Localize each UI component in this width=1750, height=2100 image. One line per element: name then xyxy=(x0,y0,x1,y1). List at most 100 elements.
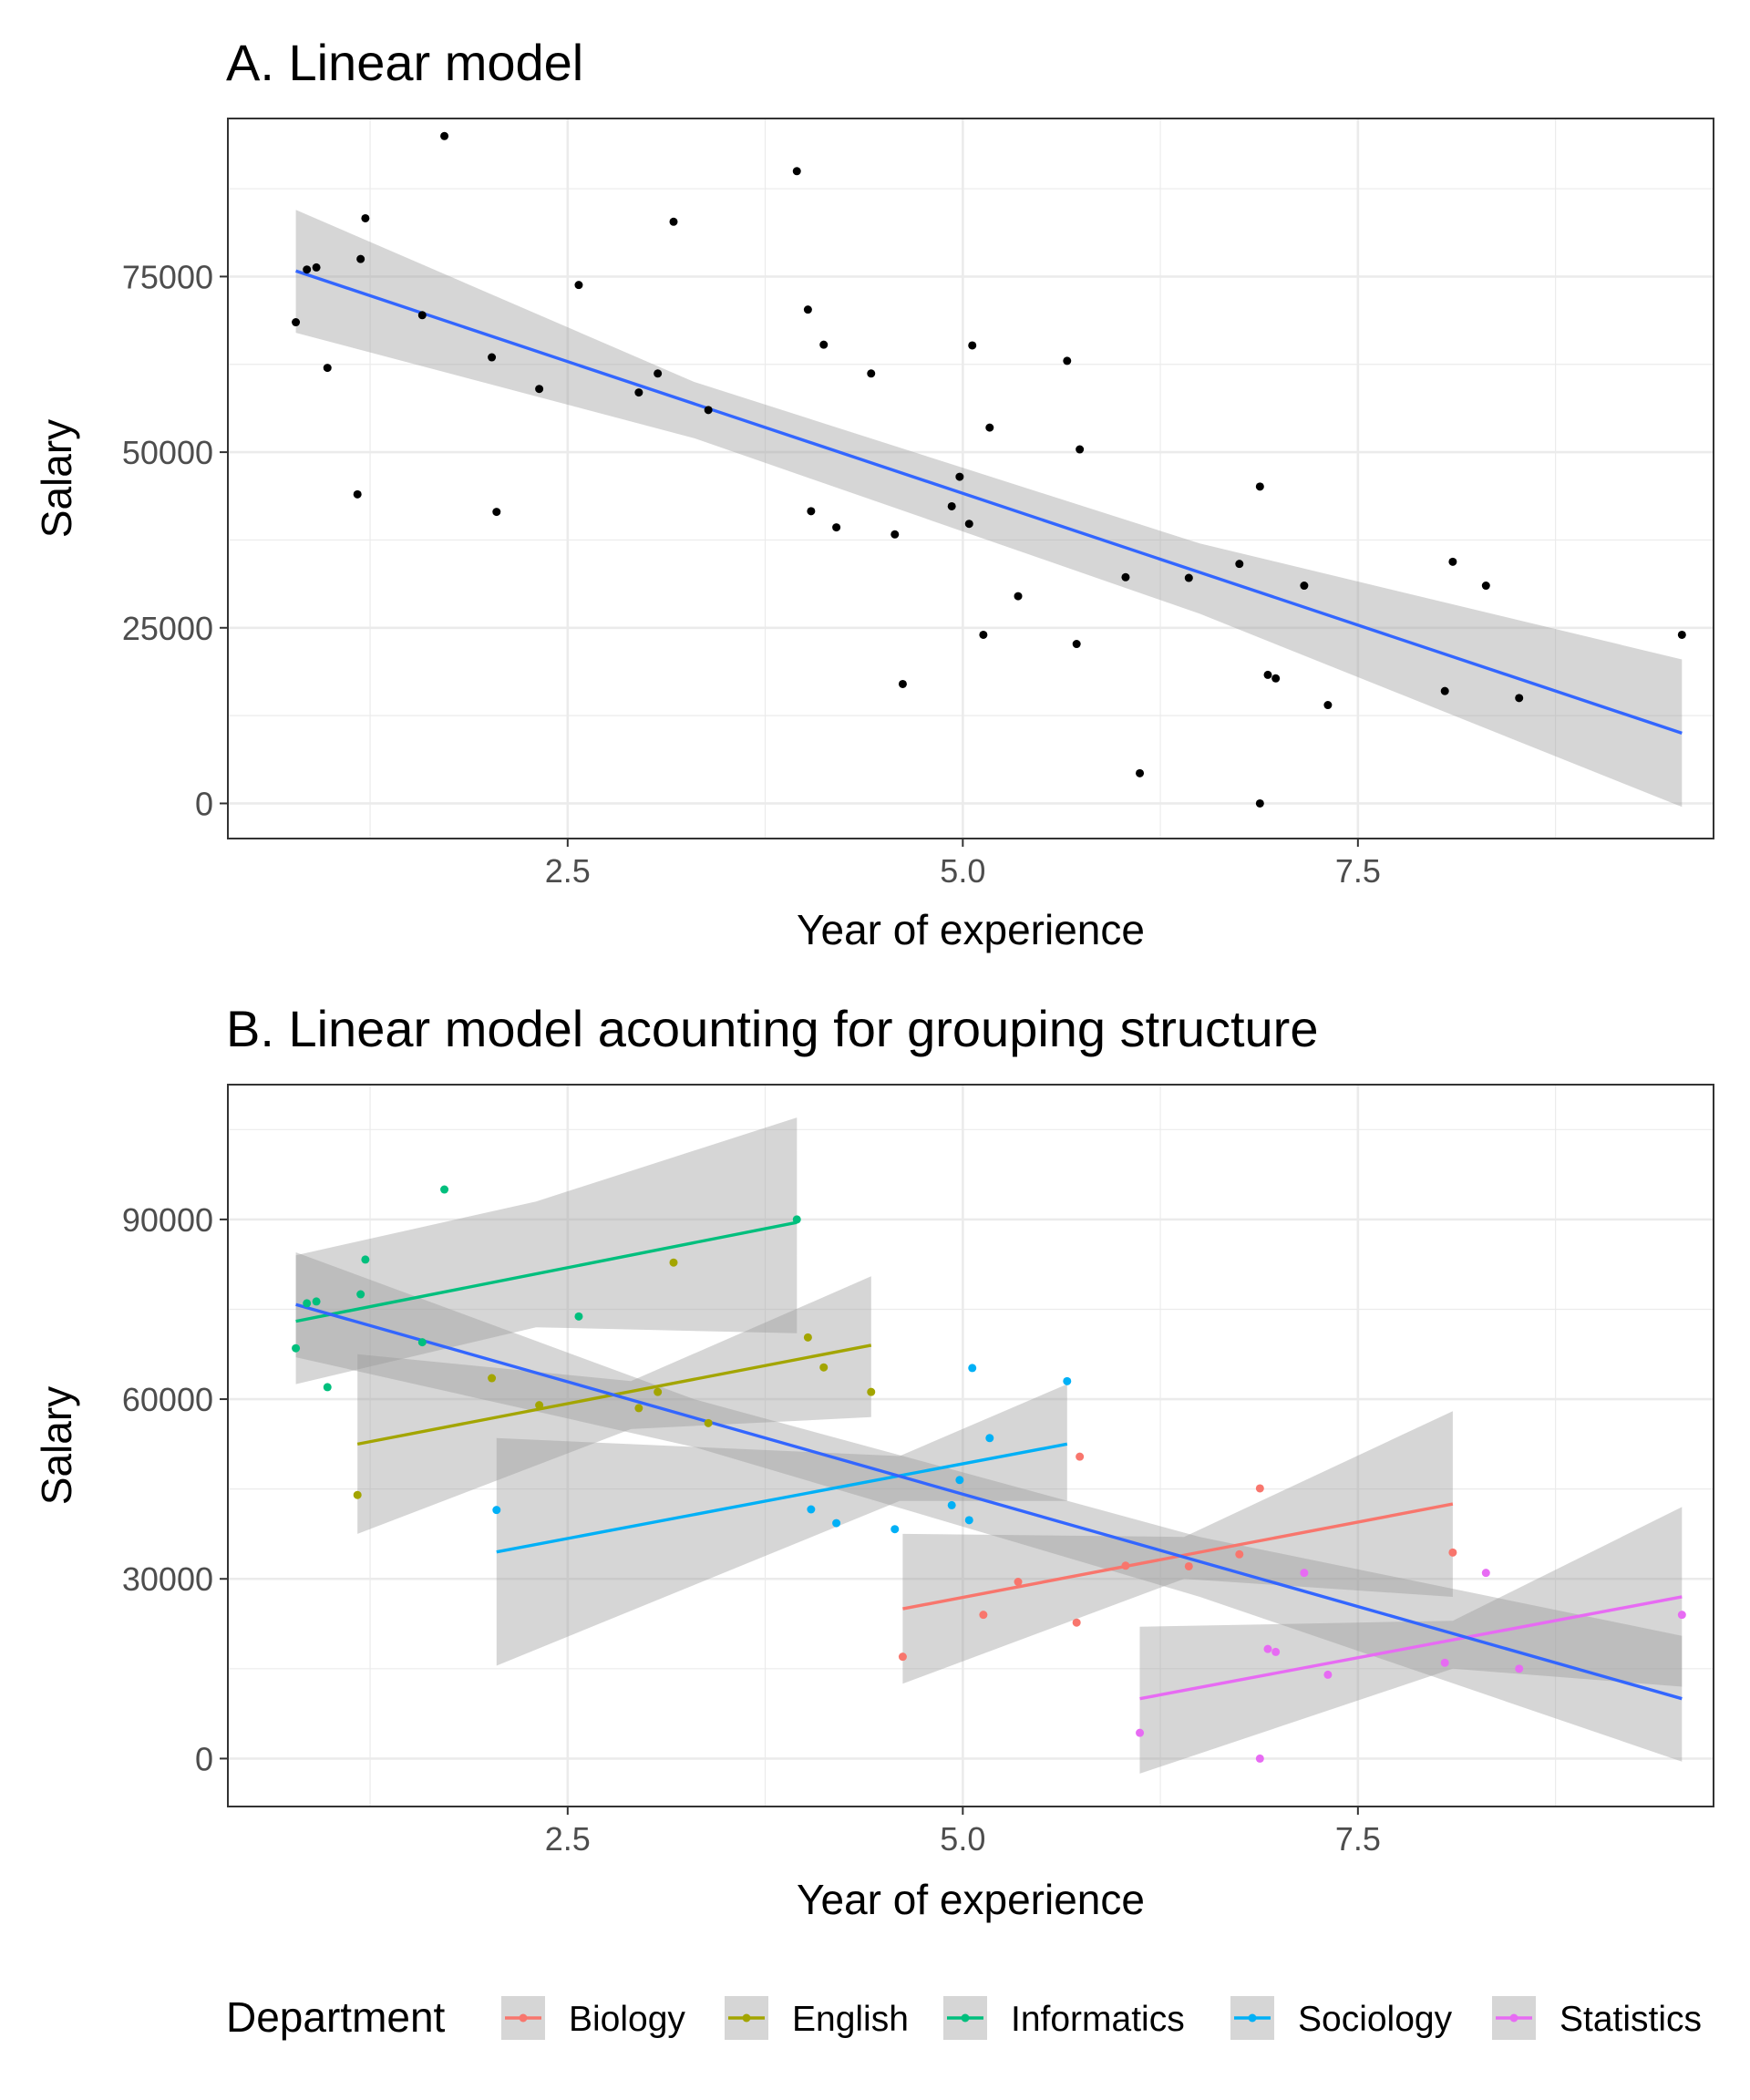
data-point xyxy=(535,1401,544,1410)
data-point xyxy=(968,1364,977,1373)
data-point xyxy=(1263,1644,1272,1653)
data-point xyxy=(356,254,365,263)
panel-b-x-axis-title: Year of experience xyxy=(797,1876,1145,1923)
panel-a-x-axis: 2.5 5.0 7.5 xyxy=(545,839,1381,890)
data-point xyxy=(535,385,544,394)
data-point xyxy=(303,1299,312,1308)
data-point xyxy=(1014,1578,1023,1587)
data-point xyxy=(440,131,449,140)
data-point xyxy=(792,167,801,176)
data-point xyxy=(985,423,994,432)
legend-label-sociology: Sociology xyxy=(1298,2000,1453,2039)
fit-line-overall xyxy=(295,269,1683,736)
panel-b-ribbons xyxy=(295,1117,1683,1774)
data-point xyxy=(898,679,907,688)
legend-key-point xyxy=(519,2013,528,2023)
data-point xyxy=(704,406,713,415)
data-point xyxy=(492,1506,501,1515)
data-point xyxy=(955,1476,964,1485)
data-point xyxy=(1255,1754,1264,1763)
data-point xyxy=(1481,1569,1490,1578)
data-point xyxy=(323,1383,332,1392)
panel-a-border xyxy=(227,118,1714,839)
y-tick-label: 50000 xyxy=(122,434,213,471)
data-point xyxy=(1076,445,1085,454)
confidence-ribbon-english xyxy=(357,1276,871,1534)
panel-b-grid xyxy=(228,1085,1714,1807)
data-point xyxy=(417,1338,427,1347)
data-point xyxy=(1235,1549,1244,1559)
data-point xyxy=(1448,557,1457,566)
data-point xyxy=(947,501,956,510)
data-point xyxy=(1121,572,1130,582)
data-point xyxy=(803,1333,812,1342)
data-point xyxy=(361,1255,370,1264)
x-tick-label: 2.5 xyxy=(545,852,591,890)
y-tick-label: 75000 xyxy=(122,258,213,295)
legend-item-sociology: Sociology xyxy=(1230,1996,1453,2040)
data-point xyxy=(1440,686,1449,695)
data-point xyxy=(488,1374,497,1383)
data-point xyxy=(1121,1561,1130,1570)
data-point xyxy=(1235,560,1244,569)
x-tick-label: 7.5 xyxy=(1335,1820,1381,1858)
panel-a: A. Linear model 2.5 5.0 7.5 0 25000 50000 750… xyxy=(33,34,1714,953)
data-point xyxy=(1184,1561,1193,1570)
x-tick-label: 2.5 xyxy=(545,1820,591,1858)
data-point xyxy=(955,472,964,481)
data-point xyxy=(1323,1670,1333,1679)
confidence-ribbon-overall xyxy=(295,210,1683,808)
panel-a-x-axis-title: Year of experience xyxy=(797,906,1145,953)
legend-label-english: English xyxy=(792,2000,909,2039)
legend-item-informatics: Informatics xyxy=(943,1996,1185,2040)
data-point xyxy=(417,311,427,320)
x-tick-label: 5.0 xyxy=(940,1820,985,1858)
data-point xyxy=(1300,582,1309,591)
fit-line-informatics xyxy=(295,1220,798,1323)
confidence-ribbon-sociology xyxy=(496,1384,1067,1666)
data-point xyxy=(807,1505,816,1514)
legend-key-point xyxy=(1509,2013,1518,2023)
data-point xyxy=(867,1387,876,1396)
data-point xyxy=(574,281,583,290)
panel-a-y-axis-title: Salary xyxy=(33,419,80,538)
panel-b-x-axis: 2.5 5.0 7.5 xyxy=(545,1807,1381,1858)
panel-b-title: B. Linear model acounting for grouping s… xyxy=(226,1000,1318,1057)
data-point xyxy=(574,1312,583,1321)
panel-a-plot-area xyxy=(228,118,1714,839)
data-point xyxy=(890,1525,900,1534)
data-point xyxy=(634,388,643,397)
data-point xyxy=(292,1343,301,1353)
panel-a-fit-lines xyxy=(295,269,1683,736)
data-point xyxy=(634,1404,643,1413)
legend-key-point xyxy=(1248,2013,1257,2023)
data-point xyxy=(1515,694,1524,703)
legend-item-english: English xyxy=(725,1996,909,2040)
panel-b-fit-lines xyxy=(295,1220,1683,1701)
data-point xyxy=(979,1611,988,1620)
panel-a-y-axis: 0 25000 50000 75000 xyxy=(122,258,228,822)
data-point xyxy=(1263,670,1272,679)
data-point xyxy=(1072,640,1081,649)
data-point xyxy=(1076,1452,1085,1461)
y-tick-label: 0 xyxy=(195,1740,213,1777)
data-point xyxy=(654,369,663,378)
data-point xyxy=(890,530,900,539)
data-point xyxy=(1300,1569,1309,1578)
data-point xyxy=(669,1258,678,1267)
data-point xyxy=(1184,573,1193,582)
data-point xyxy=(1255,798,1264,808)
data-point xyxy=(1440,1658,1449,1667)
legend-items: Biology English Informatics Sociology Statis… xyxy=(501,1996,1702,2040)
data-point xyxy=(361,213,370,222)
data-point xyxy=(356,1290,365,1299)
data-point xyxy=(488,353,497,362)
confidence-ribbon-overall xyxy=(295,1252,1683,1762)
data-point xyxy=(819,1363,829,1372)
confidence-ribbon-statistics xyxy=(1139,1507,1683,1774)
data-point xyxy=(964,520,973,529)
panel-b-border xyxy=(227,1084,1714,1807)
legend: Department Biology English Informatics Soci… xyxy=(226,1993,1702,2041)
confidence-ribbon-informatics xyxy=(295,1117,798,1385)
